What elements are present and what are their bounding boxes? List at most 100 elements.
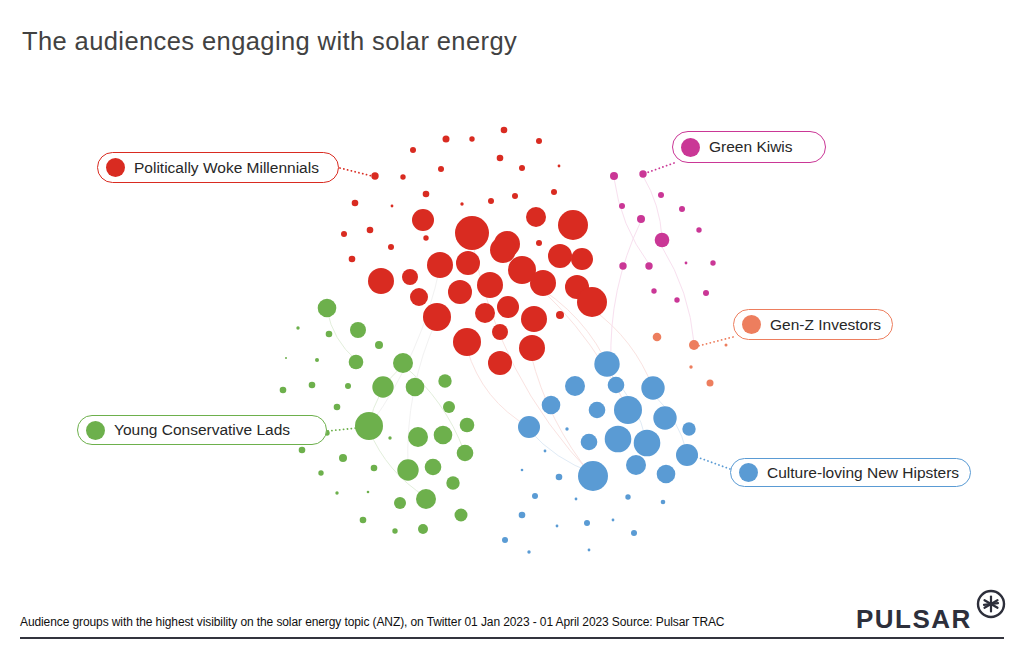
audience-bubble xyxy=(625,494,630,499)
audience-bubble xyxy=(355,412,383,440)
audience-label-text: Young Conservative Lads xyxy=(114,421,290,439)
audience-bubble xyxy=(612,519,615,522)
audience-bubble xyxy=(619,262,626,269)
audience-bubble xyxy=(371,465,378,472)
audience-label-text: Green Kiwis xyxy=(709,138,793,156)
audience-bubble xyxy=(341,231,347,237)
audience-bubble xyxy=(610,172,618,180)
audience-bubble xyxy=(425,459,442,476)
audience-bubble xyxy=(527,550,530,553)
audience-bubble xyxy=(392,528,397,533)
audience-bubble xyxy=(492,324,508,340)
audience-bubble xyxy=(710,260,715,265)
footer-rule xyxy=(20,637,1004,639)
audience-label-politically-woke-millennials: Politically Woke Millennials xyxy=(97,152,339,183)
audience-bubble xyxy=(608,377,625,394)
audience-bubble xyxy=(280,387,287,394)
audience-bubble xyxy=(391,205,394,208)
audience-bubble xyxy=(589,402,606,419)
audience-bubble xyxy=(285,357,287,359)
audience-bubble xyxy=(658,192,664,198)
audience-bubble xyxy=(558,210,588,240)
network-edge xyxy=(611,221,641,364)
legend-dot xyxy=(86,421,105,440)
audience-bubble xyxy=(375,341,383,349)
audience-bubble xyxy=(360,517,367,524)
audience-bubble xyxy=(497,296,519,318)
audience-bubble xyxy=(443,401,455,413)
audience-bubble xyxy=(406,378,425,397)
audience-bubble xyxy=(619,203,625,209)
audience-bubble xyxy=(412,209,434,231)
pulsar-logo: PULSAR xyxy=(856,588,1007,635)
audience-bubble xyxy=(315,358,319,362)
audience-bubble xyxy=(661,500,666,505)
audience-bubble xyxy=(416,489,436,509)
audience-bubble xyxy=(477,272,503,298)
audience-bubble xyxy=(434,426,453,445)
audience-bubble xyxy=(448,280,472,304)
audience-bubble xyxy=(488,198,494,204)
audience-bubble xyxy=(725,344,728,347)
audience-bubble xyxy=(455,509,468,522)
label-connector xyxy=(646,163,674,173)
legend-dot xyxy=(742,315,761,334)
audience-bubble xyxy=(460,418,475,433)
audience-label-text: Culture-loving New Hipsters xyxy=(767,464,959,482)
audience-bubble xyxy=(423,235,428,240)
audience-bubble xyxy=(318,299,337,318)
audience-bubble xyxy=(502,537,508,543)
audience-bubble xyxy=(388,436,391,439)
audience-bubble xyxy=(685,262,688,265)
pulsar-asterisk-icon xyxy=(975,588,1007,620)
audience-bubble xyxy=(372,376,393,397)
network-edge xyxy=(662,247,694,343)
audience-bubble xyxy=(655,233,670,248)
audience-bubble xyxy=(530,270,556,296)
audience-bubble xyxy=(548,244,572,268)
audience-bubble xyxy=(349,355,364,370)
audience-bubble xyxy=(634,430,661,457)
audience-bubble xyxy=(456,251,480,275)
audience-bubble xyxy=(674,297,679,302)
audience-label-young-conservative-lads: Young Conservative Lads xyxy=(77,415,327,445)
audience-bubble xyxy=(490,237,516,263)
audience-bubble xyxy=(438,166,444,172)
audience-bubble xyxy=(536,138,542,144)
audience-bubble xyxy=(423,191,430,198)
audience-bubble xyxy=(299,447,306,454)
legend-dot xyxy=(106,158,125,177)
audience-bubble xyxy=(394,497,406,509)
label-connector xyxy=(697,457,730,469)
label-connector xyxy=(698,337,733,346)
audience-bubble xyxy=(551,189,557,195)
audience-label-green-kiwis: Green Kiwis xyxy=(672,131,826,163)
audience-bubble xyxy=(423,303,451,331)
audience-bubble xyxy=(367,491,370,494)
audience-bubble xyxy=(682,422,695,435)
audience-bubble xyxy=(446,476,459,489)
audience-bubble xyxy=(519,335,545,361)
page-title: The audiences engaging with solar energy xyxy=(22,27,517,56)
legend-dot xyxy=(739,463,758,482)
audience-bubble xyxy=(571,248,593,270)
audience-bubble xyxy=(402,269,418,285)
audience-bubble xyxy=(679,206,685,212)
audience-bubble xyxy=(707,380,714,387)
audience-bubble xyxy=(696,227,701,232)
audience-bubble xyxy=(443,136,450,143)
audience-bubble xyxy=(641,376,664,399)
audience-bubble xyxy=(676,444,698,466)
audience-bubble xyxy=(418,524,428,534)
audience-label-culture-loving-new-hipsters: Culture-loving New Hipsters xyxy=(730,458,971,487)
audience-bubble xyxy=(427,252,453,278)
audience-bubble xyxy=(455,216,489,250)
pulsar-logo-text: PULSAR xyxy=(856,604,972,635)
audience-bubble xyxy=(410,288,428,306)
audience-bubble xyxy=(645,262,652,269)
audience-bubble xyxy=(408,427,428,447)
audience-bubble xyxy=(350,322,366,338)
network-edge xyxy=(643,176,662,238)
audience-bubble xyxy=(367,227,374,234)
audience-bubble xyxy=(605,426,632,453)
